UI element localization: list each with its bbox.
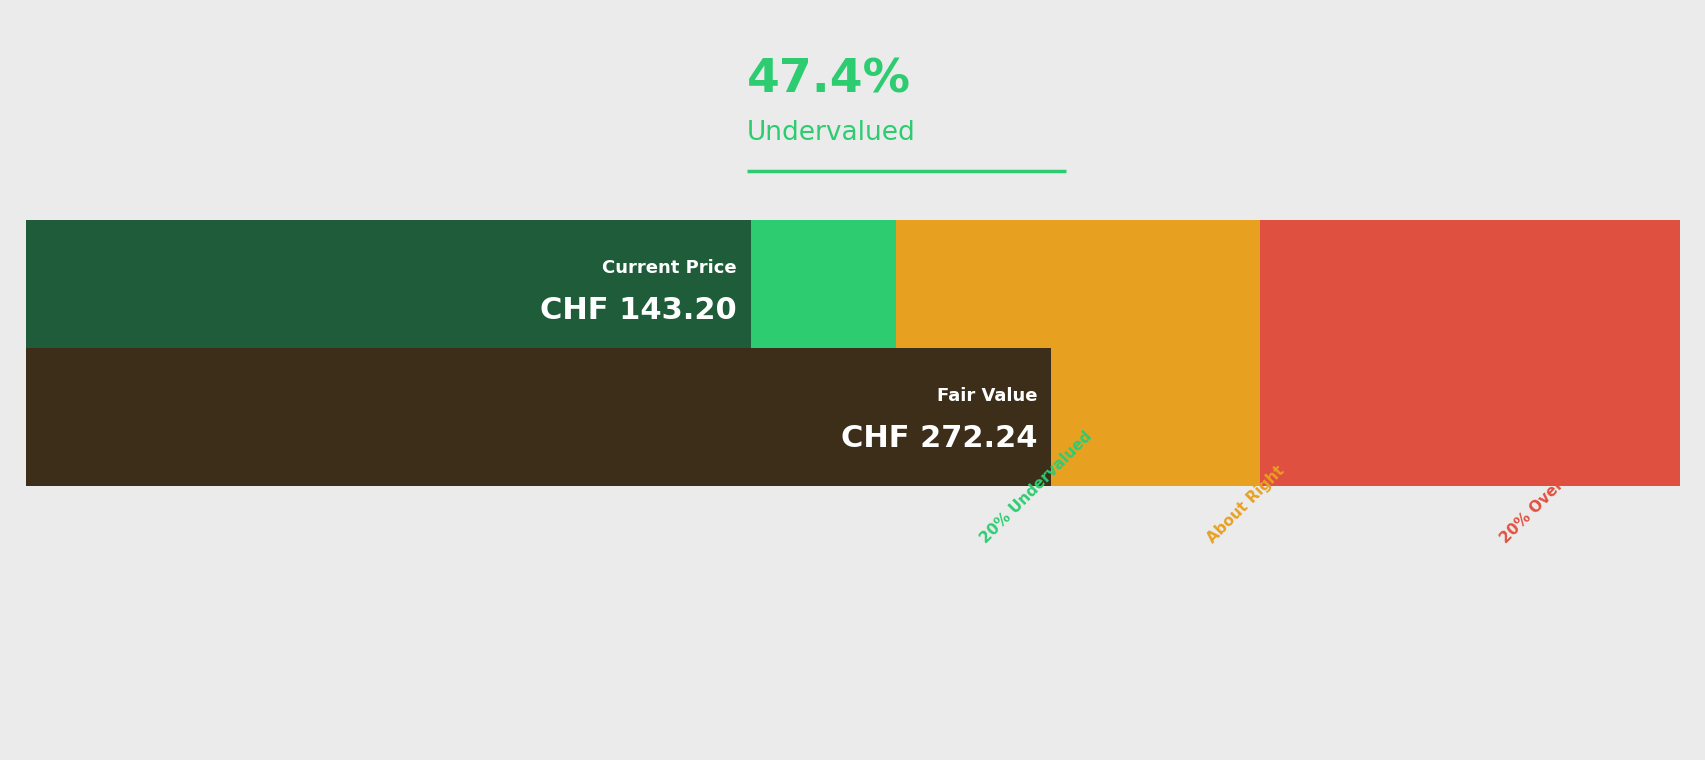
Bar xyxy=(26,220,750,359)
Text: 47.4%: 47.4% xyxy=(747,57,910,103)
Bar xyxy=(895,220,1045,486)
Text: CHF 272.24: CHF 272.24 xyxy=(841,424,1037,453)
Text: Undervalued: Undervalued xyxy=(747,120,916,146)
Text: Current Price: Current Price xyxy=(602,259,737,277)
Bar xyxy=(1045,220,1260,486)
Bar xyxy=(26,348,1050,486)
Text: CHF 143.20: CHF 143.20 xyxy=(540,296,737,325)
Text: 20% Undervalued: 20% Undervalued xyxy=(977,429,1095,546)
Text: About Right: About Right xyxy=(1204,464,1287,546)
Bar xyxy=(1260,220,1679,486)
Text: 20% Overvalued: 20% Overvalued xyxy=(1497,437,1606,546)
Bar xyxy=(26,220,895,486)
Text: Fair Value: Fair Value xyxy=(936,387,1037,405)
